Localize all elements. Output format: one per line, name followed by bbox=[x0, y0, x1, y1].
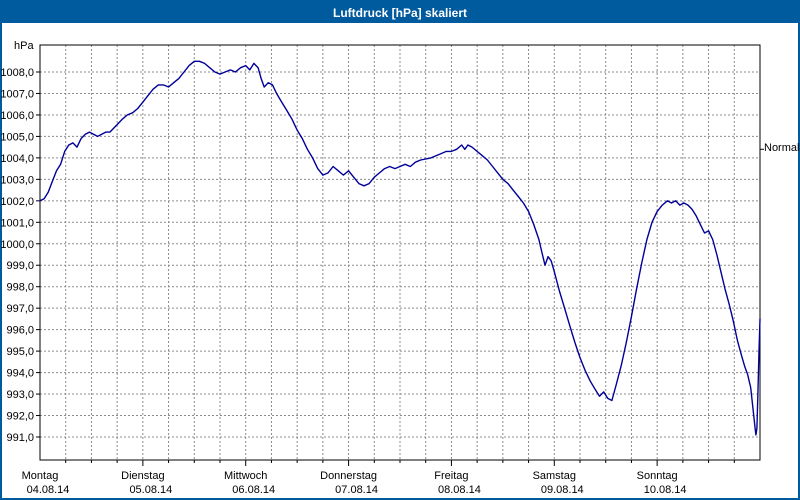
y-axis-tick-label: 1007,0 bbox=[0, 88, 34, 100]
y-axis-tick-label: 993,0 bbox=[6, 389, 34, 401]
title-bar[interactable]: Luftdruck [hPa] skaliert bbox=[2, 2, 798, 23]
x-axis-date-label: 09.08.14 bbox=[541, 484, 584, 496]
y-axis-tick-label: 1006,0 bbox=[0, 110, 34, 122]
x-axis-day-label: Montag bbox=[22, 470, 59, 482]
y-axis-tick-label: 996,0 bbox=[6, 325, 34, 337]
plot-border bbox=[39, 44, 761, 461]
y-axis-tick-label: 1000,0 bbox=[0, 239, 34, 251]
y-axis-tick-label: 994,0 bbox=[6, 368, 34, 380]
pressure-line bbox=[39, 60, 761, 436]
y-axis-tick-label: 991,0 bbox=[6, 432, 34, 444]
x-axis-day-label: Freitag bbox=[434, 470, 468, 482]
x-axis-date-label: 08.08.14 bbox=[438, 484, 481, 496]
y-axis-tick-label: 1002,0 bbox=[0, 196, 34, 208]
x-axis-date-label: 07.08.14 bbox=[335, 484, 378, 496]
x-axis-day-label: Dienstag bbox=[121, 470, 164, 482]
x-axis-date-label: 10.08.14 bbox=[644, 484, 687, 496]
x-axis-day-label: Mittwoch bbox=[224, 470, 267, 482]
y-axis-tick-label: 999,0 bbox=[6, 260, 34, 272]
x-axis-date-label: 06.08.14 bbox=[232, 484, 275, 496]
y-axis-unit-label: hPa bbox=[14, 40, 34, 52]
chart-title: Luftdruck [hPa] skaliert bbox=[332, 5, 468, 20]
y-axis-tick-label: 992,0 bbox=[6, 411, 34, 423]
x-axis-day-label: Sonntag bbox=[637, 470, 678, 482]
y-axis-tick-label: 1001,0 bbox=[0, 217, 34, 229]
y-axis-tick-label: 998,0 bbox=[6, 282, 34, 294]
x-axis-date-label: 05.08.14 bbox=[129, 484, 172, 496]
y-axis-tick-label: 1005,0 bbox=[0, 131, 34, 143]
y-axis-tick-label: 997,0 bbox=[6, 303, 34, 315]
normal-marker-label: Normal bbox=[764, 142, 800, 155]
x-axis-date-label: 04.08.14 bbox=[27, 484, 70, 496]
x-axis-day-label: Samstag bbox=[533, 470, 576, 482]
x-axis-day-label: Donnerstag bbox=[320, 470, 377, 482]
y-axis-tick-label: 1004,0 bbox=[0, 153, 34, 165]
y-axis-tick-label: 1008,0 bbox=[0, 67, 34, 79]
y-axis-tick-label: 1003,0 bbox=[0, 174, 34, 186]
y-axis-tick-label: 995,0 bbox=[6, 346, 34, 358]
